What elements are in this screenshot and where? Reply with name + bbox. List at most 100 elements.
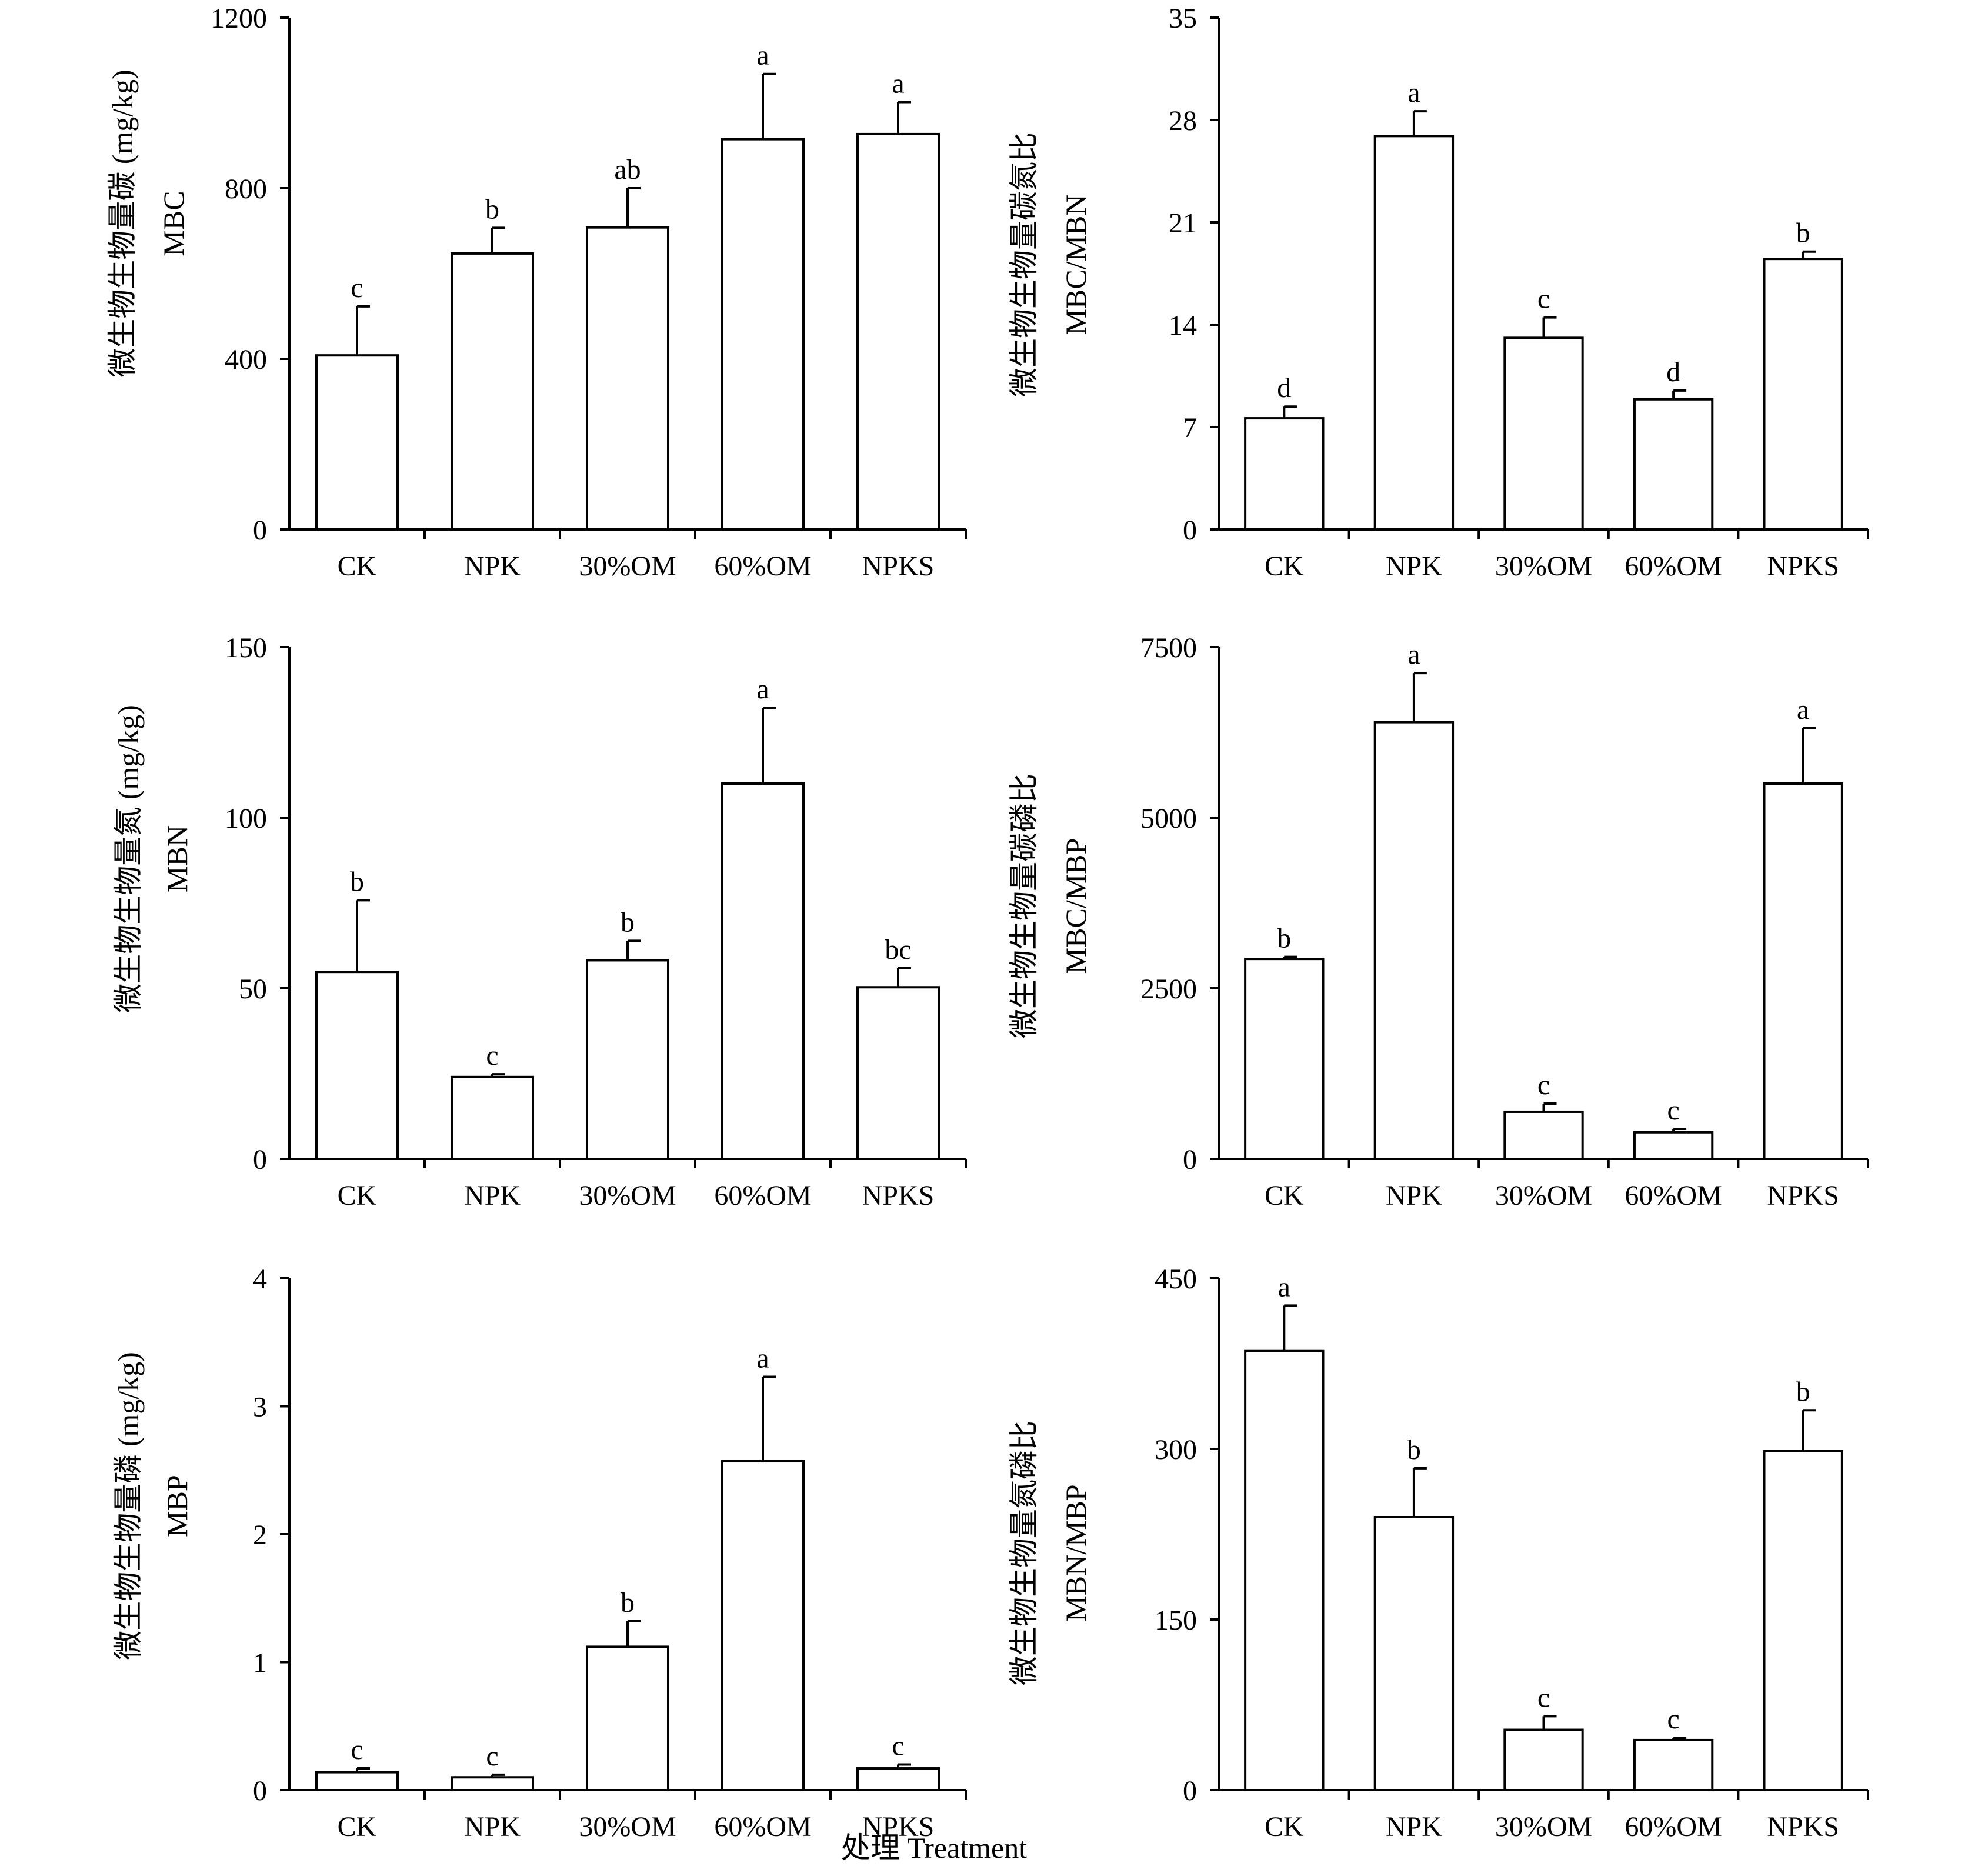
y-tick-label: 400 — [225, 344, 267, 375]
y-axis-label-en: MBC/MBP — [1059, 838, 1092, 974]
category-label: 60%OM — [714, 551, 811, 582]
bar-30%OM — [586, 226, 669, 531]
y-axis-label-en: MBN/MBP — [1059, 1484, 1092, 1621]
y-tick-label: 300 — [1155, 1434, 1197, 1465]
category-label: NPKS — [1767, 551, 1839, 582]
significance-letter: ab — [614, 154, 641, 185]
significance-letter: c — [1667, 1704, 1679, 1735]
category-label: NPK — [464, 1811, 521, 1842]
significance-letter: c — [351, 1734, 363, 1765]
shared-xlabel: 处理 Treatment — [841, 1831, 1027, 1864]
bar-30%OM — [586, 1645, 669, 1791]
category-label: 30%OM — [1495, 1811, 1592, 1842]
y-tick-label: 50 — [239, 974, 267, 1005]
significance-letter: b — [350, 866, 364, 897]
bar-NPKS — [856, 986, 940, 1160]
chart-panel-mbp: 0 1 2 3 4 c CK c NPK b 30%OM a 60%OM c NPKS 微生物生物量磷 (mg… — [112, 1264, 967, 1842]
significance-letter: c — [1537, 1069, 1550, 1101]
significance-letter: c — [1537, 284, 1550, 315]
bar-NPK — [1373, 721, 1455, 1160]
bar-60%OM — [721, 138, 805, 531]
category-label: 60%OM — [714, 1180, 811, 1211]
significance-letter: c — [892, 1731, 904, 1762]
significance-letter: b — [621, 1587, 635, 1618]
y-tick-label: 150 — [225, 632, 267, 664]
category-label: 60%OM — [1625, 1811, 1722, 1842]
category-label: 30%OM — [1495, 551, 1592, 582]
y-tick-label: 21 — [1169, 208, 1197, 239]
significance-letter: a — [1407, 77, 1420, 108]
category-label: NPK — [464, 1180, 521, 1211]
y-axis-label-en: MBC — [157, 191, 190, 256]
chart-panel-mbc-mbn: 0 7 14 21 28 35 d CK a NPK c 30%OM d 60%OM b NPKS 微生物生物量… — [1008, 3, 1869, 582]
y-tick-label: 2 — [253, 1520, 267, 1551]
y-tick-label: 0 — [253, 515, 267, 546]
bar-CK — [1244, 417, 1325, 531]
category-label: CK — [338, 1811, 377, 1842]
bar-60%OM — [721, 1460, 805, 1791]
category-label: CK — [1265, 1180, 1304, 1211]
y-axis-label-cn: 微生物生物量氮磷比 — [1008, 1421, 1040, 1685]
chart-panel-mbc-mbp: 0 2500 5000 7500 b CK a NPK c 30%OM c 60%OM a NPKS 微生物… — [1008, 632, 1869, 1211]
y-tick-label: 28 — [1169, 105, 1197, 136]
bar-CK — [1244, 958, 1325, 1160]
y-tick-label: 3 — [253, 1392, 267, 1423]
chart-panel-mbn: 0 50 100 150 b CK c NPK b 30%OM a 60%OM bc NPKS 微生物生物量… — [112, 632, 967, 1211]
category-label: NPKS — [1767, 1811, 1839, 1842]
bar-CK — [315, 1771, 399, 1792]
category-label: CK — [1265, 551, 1304, 582]
category-label: 60%OM — [1625, 551, 1722, 582]
category-label: NPK — [1386, 551, 1442, 582]
category-label: NPKS — [862, 1811, 935, 1842]
y-tick-label: 7 — [1183, 412, 1197, 444]
y-tick-label: 35 — [1169, 3, 1197, 34]
bar-NPK — [1373, 135, 1455, 531]
category-label: CK — [338, 551, 377, 582]
significance-letter: a — [756, 1342, 769, 1374]
y-tick-label: 0 — [253, 1144, 267, 1175]
y-tick-label: 450 — [1155, 1264, 1197, 1295]
significance-letter: a — [892, 68, 904, 99]
bar-NPKS — [856, 132, 940, 531]
y-tick-label: 150 — [1155, 1605, 1197, 1636]
significance-letter: a — [1797, 694, 1809, 725]
category-label: 30%OM — [1495, 1180, 1592, 1211]
significance-letter: bc — [885, 934, 911, 965]
significance-letter: c — [486, 1040, 498, 1071]
chart-panel-mbn-mbp: 0 150 300 450 a CK b NPK c 30%OM c 60%OM b NPKS 微生物生物量… — [1008, 1264, 1869, 1842]
significance-letter: b — [1407, 1434, 1421, 1465]
category-label: NPK — [464, 551, 521, 582]
y-tick-label: 0 — [1183, 1775, 1197, 1807]
category-label: 60%OM — [714, 1811, 811, 1842]
bar-NPKS — [1763, 782, 1843, 1160]
bar-CK — [315, 971, 399, 1161]
y-axis-label-cn: 微生物生物量碳氮比 — [1008, 132, 1040, 397]
significance-letter: d — [1666, 356, 1680, 388]
bar-CK — [315, 354, 399, 531]
y-axis-label-cn: 微生物生物量碳磷比 — [1008, 774, 1040, 1038]
significance-letter: b — [621, 907, 635, 938]
bar-NPK — [1373, 1516, 1455, 1791]
bar-NPK — [451, 1075, 534, 1161]
bar-60%OM — [1633, 398, 1714, 531]
y-tick-label: 5000 — [1140, 803, 1197, 834]
y-tick-label: 1 — [253, 1648, 267, 1679]
category-label: CK — [1265, 1811, 1304, 1842]
category-label: 30%OM — [579, 1180, 676, 1211]
category-label: NPKS — [862, 1180, 935, 1211]
significance-letter: b — [485, 194, 499, 225]
y-axis-label-en: MBN — [161, 825, 194, 892]
category-label: NPK — [1386, 1180, 1442, 1211]
significance-letter: c — [486, 1741, 498, 1772]
y-tick-label: 14 — [1169, 310, 1197, 341]
bar-60%OM — [1633, 1738, 1714, 1792]
bar-30%OM — [1503, 1728, 1584, 1792]
panels-group: 04008001200cCKbNPKab30%OMa60%OMaNPKS微生物生… — [106, 3, 1869, 1842]
significance-letter: a — [756, 40, 769, 71]
significance-letter: b — [1277, 923, 1291, 954]
bar-NPKS — [1763, 258, 1843, 531]
category-label: NPK — [1386, 1811, 1442, 1842]
bar-30%OM — [1503, 336, 1584, 531]
bar-60%OM — [1633, 1131, 1714, 1161]
y-axis-label-cn: 微生物生物量碳 (mg/kg) — [106, 69, 139, 378]
